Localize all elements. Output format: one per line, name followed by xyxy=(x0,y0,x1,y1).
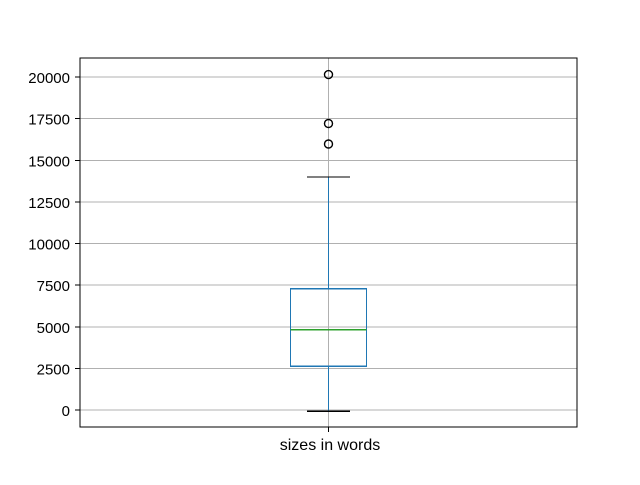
svg-text:7500: 7500 xyxy=(37,278,70,295)
svg-text:0: 0 xyxy=(62,403,70,420)
svg-text:20000: 20000 xyxy=(28,70,70,87)
svg-text:17500: 17500 xyxy=(28,112,70,129)
svg-text:sizes in words: sizes in words xyxy=(280,437,380,454)
svg-text:12500: 12500 xyxy=(28,195,70,212)
svg-text:15000: 15000 xyxy=(28,153,70,170)
svg-text:10000: 10000 xyxy=(28,237,70,254)
svg-text:2500: 2500 xyxy=(37,361,70,378)
svg-text:5000: 5000 xyxy=(37,320,70,337)
